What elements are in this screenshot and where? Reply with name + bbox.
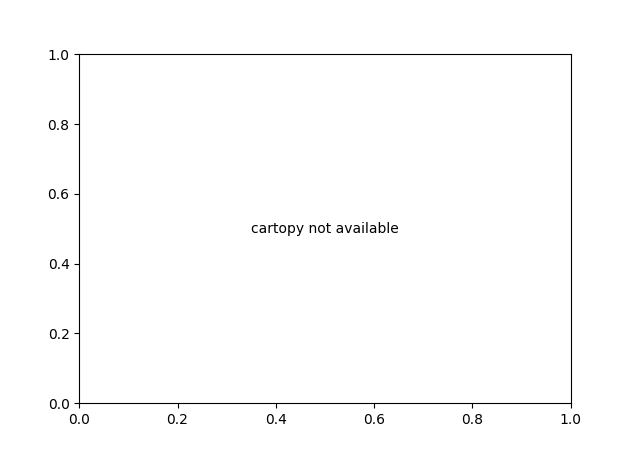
Text: cartopy not available: cartopy not available	[251, 222, 399, 236]
